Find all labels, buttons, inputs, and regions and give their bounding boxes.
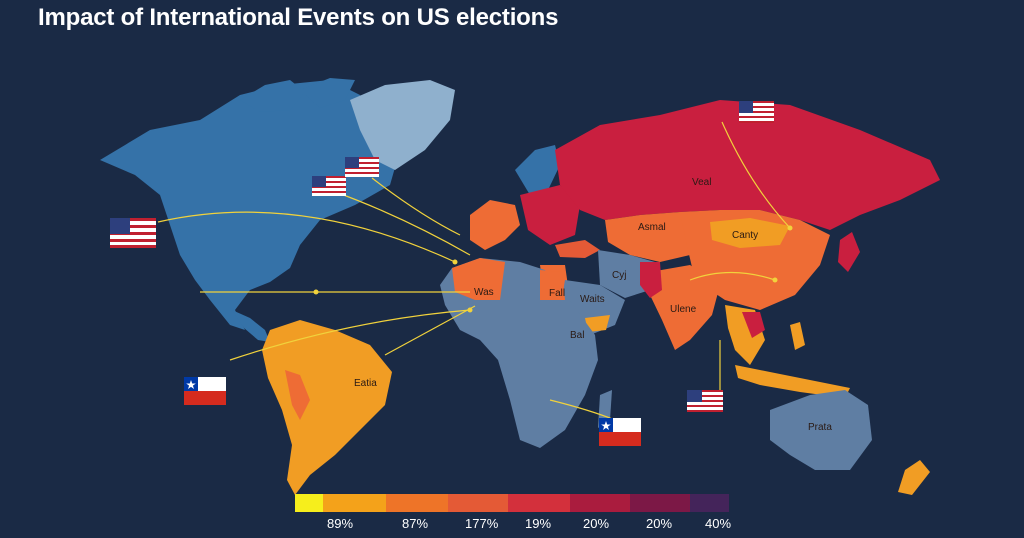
mongolia	[710, 218, 790, 248]
new-zealand	[898, 460, 930, 495]
label-east-africa: Bal	[570, 330, 584, 341]
legend-label: 19%	[525, 516, 552, 531]
greenland[interactable]	[350, 80, 455, 170]
europe-east[interactable]	[520, 185, 580, 245]
label-india: Ulene	[670, 304, 697, 315]
russia[interactable]	[555, 100, 940, 230]
legend-label: 89%	[327, 516, 354, 531]
yemen	[585, 315, 610, 332]
legend-swatch	[690, 494, 729, 512]
legend-color-bar	[295, 494, 729, 512]
label-russia: Veal	[692, 177, 711, 188]
legend-label: 20%	[646, 516, 673, 531]
south-america[interactable]	[262, 320, 392, 495]
legend-label: 177%	[465, 516, 499, 531]
chile-flag-icon[interactable]	[184, 377, 226, 405]
legend-swatch	[570, 494, 630, 512]
pakistan	[640, 262, 662, 298]
us-flag-icon[interactable]	[110, 218, 156, 248]
label-north-africa: Was	[474, 287, 494, 298]
legend-labels: 89% 87% 177% 19% 20% 20% 40%	[295, 516, 755, 532]
africa[interactable]	[440, 258, 598, 448]
legend-label: 40%	[705, 516, 732, 531]
us-flag-icon[interactable]	[687, 390, 723, 412]
us-flag-icon[interactable]	[345, 157, 379, 177]
label-china: Canty	[732, 230, 758, 241]
north-africa[interactable]	[452, 258, 505, 300]
label-iran: Cyj	[612, 270, 626, 281]
label-middle-east: Fall	[549, 288, 565, 299]
legend-swatch	[295, 494, 323, 512]
legend-swatch	[323, 494, 386, 512]
egypt	[540, 270, 565, 300]
japan[interactable]	[838, 232, 860, 272]
us-flag-icon[interactable]	[312, 176, 346, 196]
philippines	[790, 322, 805, 350]
europe-west[interactable]	[470, 200, 520, 250]
indochina	[742, 312, 765, 338]
legend-swatch	[508, 494, 570, 512]
page-title: Impact of International Events on US ele…	[38, 4, 559, 31]
south-america-west	[285, 370, 310, 420]
legend-swatch	[448, 494, 508, 512]
label-arabia: Waits	[580, 294, 605, 305]
us-flag-icon[interactable]	[739, 101, 774, 123]
connector-lines	[157, 121, 791, 421]
europe-north[interactable]	[515, 145, 560, 195]
turkey	[555, 240, 600, 258]
arctic-islands	[240, 78, 355, 112]
legend-swatch	[386, 494, 448, 512]
india[interactable]	[650, 265, 720, 350]
label-central-asia: Asmal	[638, 222, 666, 233]
central-america[interactable]	[232, 310, 270, 342]
legend-swatch	[630, 494, 690, 512]
australia[interactable]	[770, 390, 872, 470]
connector-dots	[313, 225, 793, 313]
indonesia[interactable]	[735, 365, 850, 398]
central-asia[interactable]	[605, 212, 700, 262]
legend-label: 87%	[402, 516, 429, 531]
chile-flag-icon[interactable]	[599, 418, 641, 446]
label-south-america: Eatia	[354, 378, 377, 389]
north-america[interactable]	[100, 80, 400, 330]
legend-label: 20%	[583, 516, 610, 531]
label-australia: Prata	[808, 422, 832, 433]
